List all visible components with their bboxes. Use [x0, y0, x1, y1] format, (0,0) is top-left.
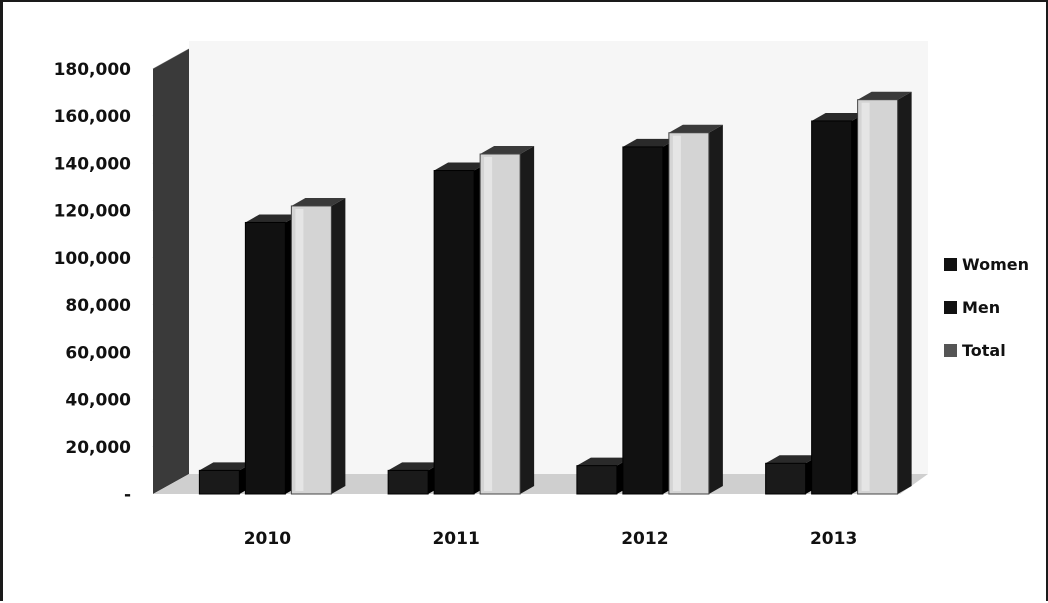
y-tick-label: 120,000	[54, 202, 132, 222]
bar-women-2012	[576, 465, 618, 495]
y-tick-label: 160,000	[54, 107, 132, 127]
y-tick-label: 140,000	[54, 154, 132, 174]
x-axis-tick-labels: 2010 2011 2012 2013	[244, 529, 858, 549]
bar-side	[708, 124, 723, 494]
bar-top	[245, 214, 300, 223]
bar-top	[434, 162, 489, 171]
bar-highlight	[672, 135, 681, 491]
bar-women-2010	[198, 469, 240, 495]
legend: Women Men Total	[944, 255, 1029, 360]
bar-top	[668, 124, 723, 133]
bar-side	[897, 91, 912, 494]
bar-side	[520, 146, 535, 494]
side-wall	[153, 49, 189, 494]
bar-women-2013	[765, 462, 807, 495]
legend-swatch-women	[944, 258, 957, 271]
bar-men-2012	[622, 146, 664, 495]
y-tick-label: 20,000	[65, 438, 131, 458]
bar-highlight	[484, 157, 493, 491]
legend-swatch-men	[944, 301, 957, 314]
floor	[153, 474, 928, 494]
bar-highlight	[295, 208, 304, 491]
bars	[198, 91, 912, 495]
bar-top	[199, 462, 254, 471]
bar-highlight	[861, 102, 870, 491]
y-tick-label: 80,000	[65, 296, 131, 316]
x-tick-label: 2013	[810, 529, 857, 549]
bar-top	[811, 112, 866, 121]
bar-men-2013	[811, 120, 853, 495]
legend-label-men: Men	[962, 298, 1000, 317]
bar-men-2011	[433, 170, 475, 495]
y-tick-label: -	[124, 485, 131, 505]
bar-top	[291, 197, 346, 206]
bar-top	[480, 146, 535, 154]
x-tick-label: 2010	[244, 529, 291, 549]
bar-top	[857, 91, 912, 100]
y-tick-label: 180,000	[54, 60, 132, 80]
bar-top	[622, 138, 677, 147]
bar-top	[388, 462, 443, 471]
y-axis-tick-labels: - 20,000 40,000 60,000 80,000 100,000 120,000 1…	[54, 60, 132, 505]
legend-label-total: Total	[962, 341, 1006, 360]
bar-men-2010	[244, 221, 286, 495]
bar-women-2011	[387, 469, 429, 495]
x-tick-label: 2011	[432, 529, 479, 549]
y-tick-label: 40,000	[65, 391, 131, 411]
y-tick-label: 100,000	[54, 249, 132, 269]
y-tick-label: 60,000	[65, 343, 131, 363]
x-tick-label: 2012	[621, 529, 668, 549]
legend-swatch-total	[944, 344, 957, 357]
bar-top	[765, 455, 820, 464]
bar-chart: - 20,000 40,000 60,000 80,000 100,000 120,000 1…	[54, 41, 1029, 549]
bar-side	[331, 197, 346, 494]
legend-label-women: Women	[962, 255, 1029, 274]
bar-top	[576, 457, 631, 466]
